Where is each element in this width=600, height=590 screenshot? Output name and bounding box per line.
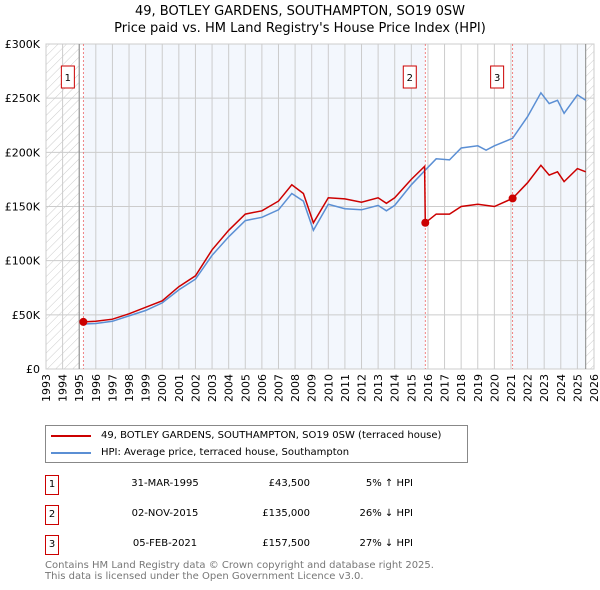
sale-marker-box <box>60 65 75 89</box>
footer-copyright: Contains HM Land Registry data © Crown c… <box>45 560 434 571</box>
sale-price: £135,000 <box>262 508 310 519</box>
property-price-line <box>83 164 586 323</box>
x-tick-label: 2025 <box>571 374 584 402</box>
x-tick-label: 2020 <box>488 374 501 402</box>
sale-point <box>421 218 430 227</box>
x-tick-label: 1998 <box>123 374 136 402</box>
x-tick-label: 2026 <box>588 374 600 402</box>
sale-price: £157,500 <box>262 538 310 549</box>
chart-subtitle: Price paid vs. HM Land Registry's House … <box>114 21 486 36</box>
x-tick-label: 2002 <box>189 374 202 402</box>
sale-price: £43,500 <box>268 478 310 489</box>
x-tick-label: 2011 <box>339 374 352 402</box>
footer-licence: This data is licensed under the Open Gov… <box>45 571 364 582</box>
x-tick-label: 1995 <box>73 374 86 402</box>
chart-title: 49, BOTLEY GARDENS, SOUTHAMPTON, SO19 0S… <box>134 4 466 19</box>
hpi-line-swatch <box>51 451 91 454</box>
property-line-swatch <box>51 434 91 437</box>
sale-marker-label: 3 <box>494 73 500 84</box>
x-tick-label: 2010 <box>322 374 335 402</box>
sale-marker-label: 2 <box>45 505 59 525</box>
sale-marker-box <box>402 65 417 89</box>
x-tick-label: 2024 <box>555 374 568 402</box>
x-tick-label: 1994 <box>57 374 70 402</box>
x-tick-label: 2007 <box>272 374 285 402</box>
legend-property: 49, BOTLEY GARDENS, SOUTHAMPTON, SO19 0S… <box>101 430 442 441</box>
x-tick-label: 2018 <box>455 374 468 402</box>
y-tick-label: £0 <box>26 363 40 376</box>
legend: 49, BOTLEY GARDENS, SOUTHAMPTON, SO19 0S… <box>45 425 468 463</box>
x-tick-label: 2006 <box>256 374 269 402</box>
sale-marker-label: 1 <box>65 73 71 84</box>
x-tick-label: 2016 <box>422 374 435 402</box>
y-tick-label: £250K <box>5 92 41 105</box>
sale-row: 2 02-NOV-2015 £135,000 26% ↓ HPI <box>45 505 465 525</box>
sale-row: 3 05-FEB-2021 £157,500 27% ↓ HPI <box>45 535 465 555</box>
sale-hpi: 27% ↓ HPI <box>359 538 413 549</box>
x-tick-label: 2000 <box>156 374 169 402</box>
x-tick-label: 1997 <box>106 374 119 402</box>
sale-point <box>79 317 88 326</box>
x-tick-label: 2003 <box>206 374 219 402</box>
x-tick-label: 2014 <box>389 374 402 402</box>
sale-date: 31-MAR-1995 <box>131 478 199 489</box>
y-tick-label: £100K <box>5 255 41 268</box>
x-tick-label: 2015 <box>405 374 418 402</box>
sale-marker-box <box>490 65 505 89</box>
x-tick-label: 2009 <box>306 374 319 402</box>
x-tick-label: 2001 <box>173 374 186 402</box>
sale-date: 02-NOV-2015 <box>131 508 199 519</box>
x-tick-label: 2012 <box>356 374 369 402</box>
x-tick-label: 2019 <box>472 374 485 402</box>
y-tick-label: £50K <box>12 309 41 322</box>
x-tick-label: 1996 <box>90 374 103 402</box>
sale-date: 05-FEB-2021 <box>132 538 198 549</box>
x-tick-label: 2004 <box>223 374 236 402</box>
x-tick-label: 2022 <box>522 374 535 402</box>
sale-marker-label: 2 <box>407 73 413 84</box>
x-tick-label: 2023 <box>538 374 551 402</box>
hpi-line <box>83 91 587 325</box>
sale-hpi: 26% ↓ HPI <box>359 508 413 519</box>
y-tick-label: £200K <box>5 146 41 159</box>
x-tick-label: 2013 <box>372 374 385 402</box>
x-tick-label: 1999 <box>140 374 153 402</box>
x-tick-label: 2008 <box>289 374 302 402</box>
x-tick-label: 2021 <box>505 374 518 402</box>
x-tick-label: 2017 <box>439 374 452 402</box>
sale-marker-label: 1 <box>45 475 59 495</box>
sale-hpi: 5% ↑ HPI <box>365 478 413 489</box>
y-tick-label: £150K <box>5 201 41 214</box>
legend-hpi: HPI: Average price, terraced house, Sout… <box>101 447 350 458</box>
price-chart: 1993 1994 1995 1996 1997 1998 1999 2000 2001 2002… <box>5 38 600 402</box>
sale-marker-label: 3 <box>45 535 59 555</box>
y-tick-label: £300K <box>5 38 41 51</box>
sale-point <box>508 194 517 203</box>
sale-row: 1 31-MAR-1995 £43,500 5% ↑ HPI <box>45 475 465 495</box>
x-tick-label: 2005 <box>239 374 252 402</box>
x-tick-label: 1993 <box>40 374 53 402</box>
